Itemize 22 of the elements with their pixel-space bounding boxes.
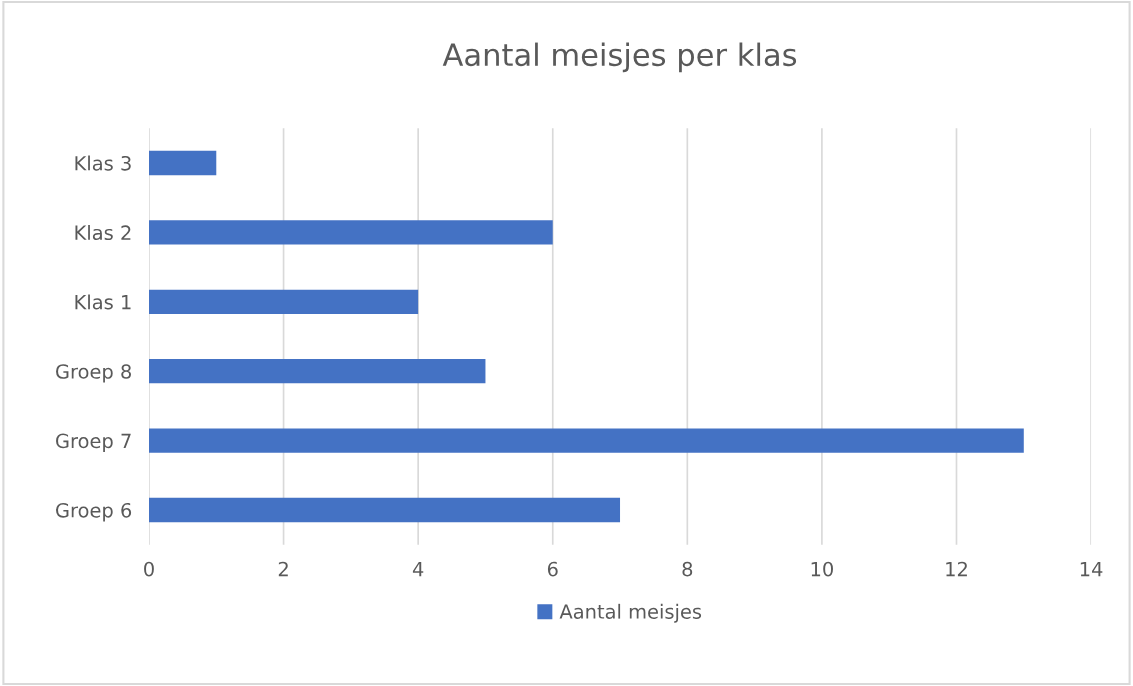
bar [148,497,621,523]
y-tick-label: Groep 7 [56,433,131,453]
chart-title: Aantal meisjes per klas [442,42,797,73]
x-tick-label: 2 [278,561,288,577]
x-tick-label: 12 [946,561,967,577]
bar [148,220,553,245]
bar [148,428,1024,453]
y-tick-label: Klas 3 [75,155,131,171]
bar [148,289,419,314]
x-tick-label: 6 [547,561,558,577]
y-tick-label: Groep 8 [56,364,131,383]
y-tick-label: Klas 1 [75,294,131,310]
y-tick-label: Klas 2 [75,225,131,241]
x-tick-label: 4 [412,561,424,577]
bar [148,359,486,384]
bar [148,150,217,176]
x-tick-label: 8 [682,561,693,577]
y-tick-label: Groep 6 [56,502,132,522]
x-tick-label: 10 [811,561,833,577]
x-tick-label: 0 [144,561,154,577]
x-tick-label: 14 [1080,561,1103,577]
legend-label: Aantal meisjes [559,603,702,623]
